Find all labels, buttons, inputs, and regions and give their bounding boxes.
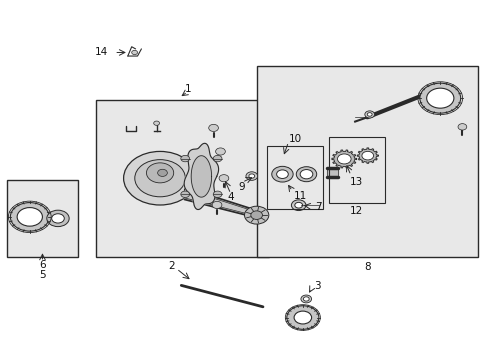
Text: 7: 7 (315, 202, 321, 212)
Circle shape (157, 169, 167, 176)
Circle shape (296, 167, 316, 182)
Circle shape (135, 159, 185, 197)
Circle shape (123, 152, 196, 205)
Circle shape (300, 295, 311, 303)
Text: 3: 3 (313, 281, 320, 291)
Text: 14: 14 (94, 48, 107, 58)
Text: 1: 1 (184, 84, 191, 94)
Circle shape (291, 200, 305, 211)
Text: 12: 12 (349, 206, 363, 216)
Circle shape (361, 151, 373, 160)
Text: 10: 10 (288, 134, 301, 144)
Circle shape (10, 203, 49, 231)
Polygon shape (184, 143, 218, 210)
Circle shape (213, 156, 222, 162)
Circle shape (181, 191, 189, 198)
Circle shape (213, 191, 222, 198)
Text: 6: 6 (39, 260, 46, 270)
Circle shape (303, 297, 308, 301)
Bar (328, 137, 384, 203)
Polygon shape (326, 168, 337, 177)
Circle shape (457, 123, 466, 130)
Text: 2: 2 (168, 261, 175, 271)
Text: 13: 13 (349, 177, 363, 187)
Circle shape (17, 208, 42, 226)
Circle shape (286, 306, 318, 329)
Circle shape (293, 311, 311, 324)
Circle shape (208, 124, 218, 131)
Bar (7, 180, 78, 257)
Polygon shape (357, 148, 377, 163)
Text: 11: 11 (294, 191, 307, 201)
Circle shape (52, 214, 64, 223)
Circle shape (47, 210, 69, 226)
Circle shape (244, 206, 268, 224)
Circle shape (212, 201, 222, 208)
Circle shape (131, 50, 137, 55)
Circle shape (153, 121, 159, 125)
Circle shape (248, 174, 254, 178)
Circle shape (419, 83, 460, 113)
Circle shape (146, 163, 173, 183)
Bar (96, 100, 268, 257)
Circle shape (300, 170, 312, 179)
Circle shape (276, 170, 288, 179)
Text: 4: 4 (227, 192, 234, 202)
Circle shape (215, 148, 225, 155)
Bar (267, 146, 323, 208)
Circle shape (271, 166, 292, 182)
Polygon shape (184, 189, 259, 217)
Text: 8: 8 (363, 262, 370, 272)
Text: 9: 9 (238, 182, 245, 192)
Circle shape (294, 202, 302, 208)
Text: 5: 5 (39, 270, 46, 280)
Bar (256, 66, 477, 257)
Circle shape (245, 172, 257, 180)
Circle shape (250, 211, 262, 220)
Circle shape (181, 156, 189, 162)
Polygon shape (331, 150, 356, 168)
Circle shape (366, 113, 371, 116)
Circle shape (219, 175, 228, 182)
Circle shape (337, 154, 350, 164)
Polygon shape (191, 156, 211, 197)
Circle shape (364, 111, 374, 118)
Circle shape (426, 88, 453, 108)
